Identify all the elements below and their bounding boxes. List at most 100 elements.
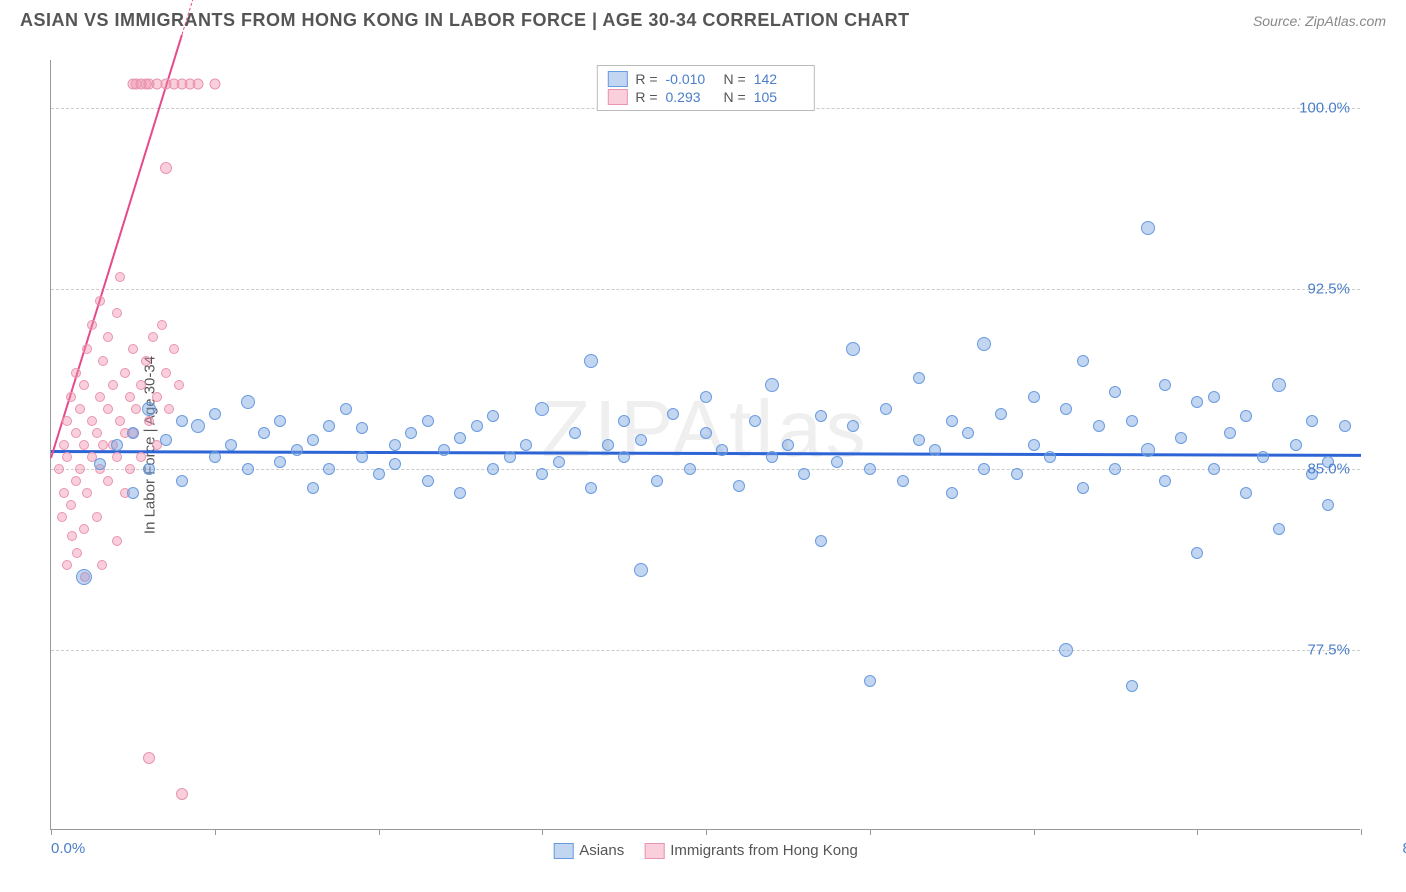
scatter-point-asians [307,482,319,494]
scatter-point-asians [977,337,991,351]
scatter-point-hongkong [79,524,89,534]
scatter-point-hongkong [92,428,102,438]
legend-n-value: 142 [754,71,804,87]
bottom-legend-item-hongkong: Immigrants from Hong Kong [644,842,858,859]
scatter-point-asians [1240,410,1252,422]
scatter-point-asians [585,482,597,494]
x-tick [51,829,52,835]
scatter-point-asians [1141,221,1155,235]
chart-source: Source: ZipAtlas.com [1253,13,1386,29]
scatter-point-asians [1109,463,1121,475]
scatter-point-asians [1159,379,1171,391]
legend-series-label: Asians [579,842,624,859]
scatter-point-hongkong [115,416,125,426]
scatter-point-asians [864,463,876,475]
scatter-point-asians [798,468,810,480]
scatter-point-asians [454,487,466,499]
scatter-point-hongkong [66,392,76,402]
scatter-point-asians [142,402,156,416]
scatter-point-asians [1290,439,1302,451]
legend-r-label: R = [635,89,657,105]
scatter-point-asians [160,434,172,446]
scatter-point-asians [864,675,876,687]
scatter-point-asians [307,434,319,446]
scatter-point-hongkong [71,476,81,486]
legend-series-label: Immigrants from Hong Kong [670,842,858,859]
scatter-point-asians [569,427,581,439]
scatter-point-hongkong [144,416,154,426]
scatter-point-asians [995,408,1007,420]
scatter-point-asians [1126,680,1138,692]
scatter-point-asians [716,444,728,456]
scatter-point-hongkong [82,488,92,498]
scatter-point-hongkong [157,320,167,330]
scatter-point-asians [323,463,335,475]
legend-r-value: 0.293 [666,89,716,105]
scatter-point-asians [700,427,712,439]
scatter-point-asians [487,410,499,422]
scatter-point-hongkong [87,416,97,426]
scatter-point-asians [618,415,630,427]
scatter-point-asians [1093,420,1105,432]
scatter-point-asians [602,439,614,451]
legend-n-value: 105 [754,89,804,105]
scatter-point-hongkong [143,752,155,764]
scatter-point-asians [766,451,778,463]
legend-row-asians: R =-0.010N =142 [607,70,803,88]
scatter-point-hongkong [79,380,89,390]
scatter-point-asians [274,415,286,427]
scatter-point-asians [733,480,745,492]
scatter-point-asians [422,415,434,427]
scatter-point-asians [536,468,548,480]
gridline [51,289,1360,290]
scatter-point-asians [1224,427,1236,439]
x-tick [706,829,707,835]
scatter-point-hongkong [141,356,151,366]
scatter-point-asians [962,427,974,439]
scatter-point-hongkong [115,272,125,282]
scatter-point-hongkong [112,452,122,462]
scatter-point-hongkong [108,380,118,390]
scatter-point-hongkong [164,404,174,414]
scatter-point-hongkong [75,404,85,414]
scatter-point-asians [471,420,483,432]
scatter-point-asians [978,463,990,475]
scatter-point-asians [946,415,958,427]
legend-n-label: N = [724,71,746,87]
scatter-point-hongkong [125,392,135,402]
scatter-point-hongkong [62,452,72,462]
scatter-point-hongkong [67,531,77,541]
scatter-point-asians [1306,415,1318,427]
scatter-point-asians [1339,420,1351,432]
scatter-point-hongkong [95,296,105,306]
legend-r-value: -0.010 [666,71,716,87]
scatter-point-hongkong [112,536,122,546]
scatter-point-hongkong [209,79,220,90]
legend-swatch [607,71,627,87]
scatter-point-asians [176,415,188,427]
scatter-point-asians [929,444,941,456]
x-tick [1034,829,1035,835]
scatter-point-asians [1077,355,1089,367]
x-tick [379,829,380,835]
scatter-point-hongkong [103,332,113,342]
gridline [51,650,1360,651]
scatter-point-asians [913,434,925,446]
scatter-point-asians [127,487,139,499]
scatter-point-asians [815,535,827,547]
scatter-point-hongkong [131,404,141,414]
legend-swatch [607,89,627,105]
scatter-point-asians [880,403,892,415]
scatter-point-asians [340,403,352,415]
scatter-point-hongkong [98,356,108,366]
scatter-point-asians [389,439,401,451]
scatter-point-asians [487,463,499,475]
scatter-point-asians [1060,403,1072,415]
scatter-point-hongkong [59,440,69,450]
scatter-point-hongkong [97,560,107,570]
bottom-legend-item-asians: Asians [553,842,624,859]
y-tick-label: 92.5% [1307,280,1350,297]
scatter-point-asians [782,439,794,451]
scatter-point-asians [1159,475,1171,487]
scatter-point-hongkong [79,440,89,450]
